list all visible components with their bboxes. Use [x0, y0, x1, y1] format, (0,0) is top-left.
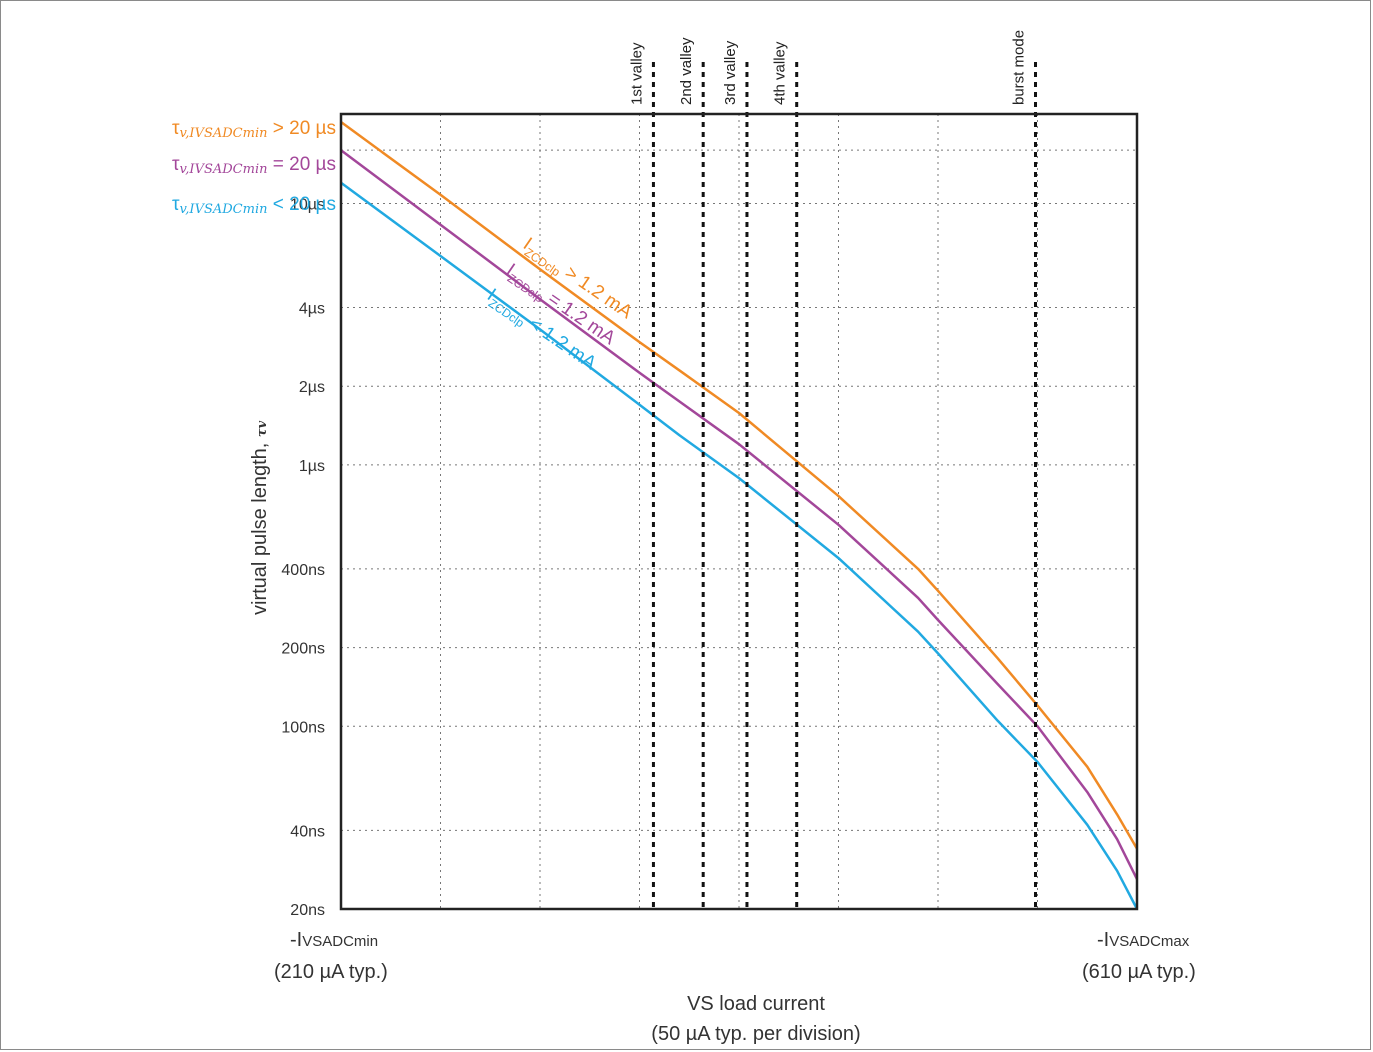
y-tick-labels: 10µs 4µs 2µs 1µs 400ns 200ns 100ns 40ns 20ns — [281, 197, 325, 919]
plot-area — [339, 112, 1139, 911]
series-line — [340, 181, 1139, 910]
series-line — [340, 149, 1139, 880]
start-label: τv,IVSADCmin < 20 µs — [172, 194, 336, 217]
y-tick-label: 200ns — [281, 641, 325, 658]
valley-line-label: burst mode — [1011, 30, 1028, 105]
y-axis-title-text: virtual pulse length, — [249, 437, 271, 615]
x-min-value: (210 µA typ.) — [274, 961, 388, 983]
x-axis-title: VS load current — [687, 993, 825, 1015]
y-tick-label: 100ns — [281, 719, 325, 736]
valley-line-label: 2nd valley — [678, 37, 695, 105]
y-tick-label: 40ns — [290, 823, 325, 840]
y-axis-title-symbol: τv — [255, 420, 270, 437]
valley-line-label: 1st valley — [628, 42, 645, 105]
y-tick-label: 4µs — [299, 301, 325, 318]
x-max-label: -IVSADCmax — [1097, 929, 1190, 951]
grid — [341, 114, 1137, 909]
y-tick-label: 2µs — [299, 379, 325, 396]
valley-line-label: 3rd valley — [722, 40, 739, 105]
y-tick-label: 20ns — [290, 902, 325, 919]
start-labels: τv,IVSADCmin > 20 µs τv,IVSADCmin = 20 µs… — [172, 118, 336, 217]
valley-line-label: 4th valley — [772, 41, 789, 105]
y-tick-label: 400ns — [281, 562, 325, 579]
x-min-label: -IVSADCmin — [290, 929, 378, 951]
y-axis-title: virtual pulse length, τv — [249, 420, 271, 615]
y-tick-label: 1µs — [299, 458, 325, 475]
series-lines — [340, 120, 1139, 910]
series-line — [340, 120, 1139, 850]
y-tick-label: 10µs — [290, 197, 325, 214]
valley-lines: 1st valley 2nd valley 3rd valley 4th valley… — [628, 30, 1038, 909]
x-max-value: (610 µA typ.) — [1082, 961, 1196, 983]
x-axis-note: (50 µA typ. per division) — [651, 1023, 860, 1045]
start-label: τv,IVSADCmin = 20 µs — [172, 154, 336, 177]
start-label: τv,IVSADCmin > 20 µs — [172, 118, 336, 141]
